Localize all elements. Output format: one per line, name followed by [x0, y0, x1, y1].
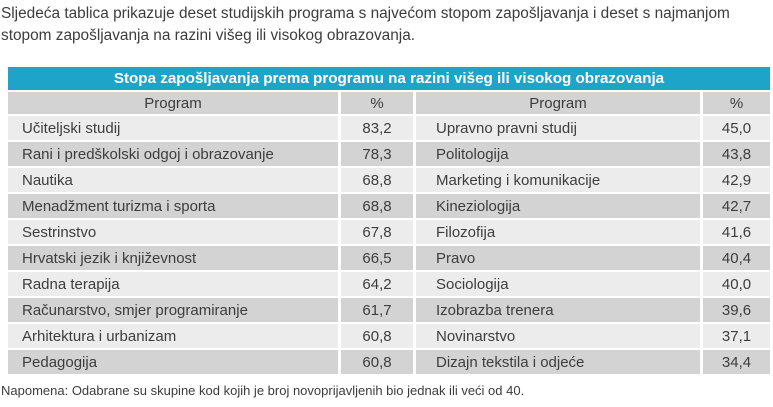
table-title: Stopa zapošljavanja prema programu na ra…	[8, 67, 770, 90]
pct-cell: 60,8	[341, 324, 413, 348]
program-cell: Radna terapija	[8, 272, 338, 296]
pct-cell: 61,7	[341, 298, 413, 322]
pct-cell: 40,0	[703, 272, 770, 296]
program-cell: Rani i predškolski odgoj i obrazovanje	[8, 142, 338, 166]
column-header-pct-right: %	[703, 92, 770, 114]
pct-cell: 42,7	[703, 194, 770, 218]
pct-cell: 41,6	[703, 220, 770, 244]
pct-cell: 64,2	[341, 272, 413, 296]
program-cell: Sociologija	[416, 272, 700, 296]
program-cell: Menadžment turizma i sporta	[8, 194, 338, 218]
program-cell: Marketing i komunikacije	[416, 168, 700, 192]
pct-cell: 45,0	[703, 116, 770, 140]
program-cell: Novinarstvo	[416, 324, 700, 348]
pct-cell: 68,8	[341, 168, 413, 192]
pct-cell: 83,2	[341, 116, 413, 140]
program-cell: Računarstvo, smjer programiranje	[8, 298, 338, 322]
program-cell: Politologija	[416, 142, 700, 166]
column-header-pct-left: %	[341, 92, 413, 114]
pct-cell: 42,9	[703, 168, 770, 192]
program-cell: Hrvatski jezik i književnost	[8, 246, 338, 270]
pct-cell: 37,1	[703, 324, 770, 348]
footnote: Napomena: Odabrane su skupine kod kojih …	[1, 383, 525, 398]
program-cell: Upravno pravni studij	[416, 116, 700, 140]
program-cell: Arhitektura i urbanizam	[8, 324, 338, 348]
pct-cell: 39,6	[703, 298, 770, 322]
column-header-program-right: Program	[416, 92, 700, 114]
column-header-program-left: Program	[8, 92, 338, 114]
program-cell: Dizajn tekstila i odjeće	[416, 350, 700, 374]
pct-cell: 34,4	[703, 350, 770, 374]
pct-cell: 60,8	[341, 350, 413, 374]
program-cell: Sestrinstvo	[8, 220, 338, 244]
program-cell: Učiteljski studij	[8, 116, 338, 140]
intro-text: Sljedeća tablica prikazuje deset studijs…	[1, 5, 730, 45]
pct-cell: 40,4	[703, 246, 770, 270]
program-cell: Filozofija	[416, 220, 700, 244]
pct-cell: 66,5	[341, 246, 413, 270]
program-cell: Pedagogija	[8, 350, 338, 374]
program-cell: Izobrazba trenera	[416, 298, 700, 322]
program-cell: Kineziologija	[416, 194, 700, 218]
pct-cell: 78,3	[341, 142, 413, 166]
pct-cell: 43,8	[703, 142, 770, 166]
employment-rate-table: Stopa zapošljavanja prema programu na ra…	[8, 67, 770, 374]
pct-cell: 67,8	[341, 220, 413, 244]
program-cell: Nautika	[8, 168, 338, 192]
program-cell: Pravo	[416, 246, 700, 270]
pct-cell: 68,8	[341, 194, 413, 218]
